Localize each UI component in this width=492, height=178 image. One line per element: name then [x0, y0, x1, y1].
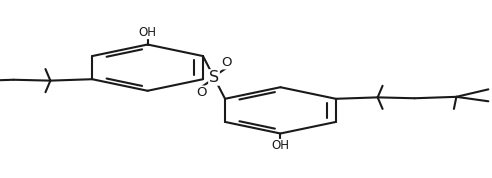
Text: OH: OH — [272, 139, 289, 152]
Text: S: S — [209, 70, 219, 85]
Text: OH: OH — [139, 26, 156, 39]
Text: O: O — [221, 56, 232, 69]
Text: O: O — [196, 86, 207, 99]
